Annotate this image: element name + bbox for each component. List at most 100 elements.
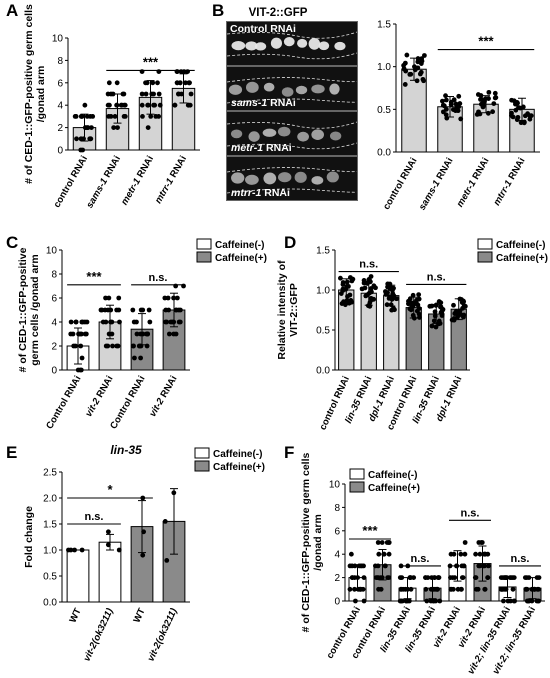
y-tick-label: 2 xyxy=(57,123,63,134)
data-point xyxy=(525,111,531,117)
data-point xyxy=(458,551,464,557)
data-point xyxy=(492,90,498,96)
data-point xyxy=(514,99,520,105)
data-point xyxy=(437,598,443,604)
data-point xyxy=(452,575,458,580)
data-point xyxy=(353,598,358,604)
gfp-oocyte xyxy=(281,87,294,97)
data-point xyxy=(436,318,442,324)
x-tick-label-suffix: RNAi xyxy=(469,156,491,184)
micrograph-image xyxy=(227,31,357,60)
y-axis-label: /gonad arm xyxy=(35,66,47,123)
data-point xyxy=(100,319,106,325)
gfp-oocyte xyxy=(263,172,277,185)
data-point xyxy=(116,307,122,313)
y-tick-label: 0.5 xyxy=(377,105,391,116)
data-point xyxy=(476,563,482,569)
data-point xyxy=(478,96,484,102)
data-point xyxy=(130,307,136,313)
gfp-oocyte xyxy=(278,172,292,183)
data-point xyxy=(110,343,115,349)
data-point xyxy=(74,136,79,142)
data-point xyxy=(486,96,491,101)
gonad-outline xyxy=(227,188,357,194)
data-point xyxy=(485,110,491,116)
micrograph: sams-1 RNAi xyxy=(226,66,358,111)
data-point xyxy=(342,302,348,308)
legend-label: Caffeine(+) xyxy=(213,462,265,473)
y-tick-label: 8 xyxy=(334,503,340,514)
data-point xyxy=(534,598,540,604)
legend-swatch xyxy=(349,481,365,493)
data-point xyxy=(482,551,488,557)
data-point xyxy=(87,136,93,142)
data-point xyxy=(449,317,455,323)
data-point xyxy=(440,109,446,115)
data-point xyxy=(407,71,413,77)
gfp-oocyte xyxy=(334,41,346,51)
data-point xyxy=(120,91,126,97)
x-tick-label: vit-2(ok3211) xyxy=(145,607,179,664)
gfp-oocyte xyxy=(245,41,258,51)
data-point xyxy=(130,343,136,349)
data-point xyxy=(112,114,118,119)
gfp-oocyte xyxy=(230,129,243,139)
y-axis-label: # of CED-1::GFP-positive germ cells xyxy=(300,452,312,632)
data-point xyxy=(451,302,456,308)
micrograph-image xyxy=(227,121,357,150)
data-point xyxy=(438,304,444,310)
micrograph-label: mtrr-1 RNAi xyxy=(231,187,290,199)
significance-label: *** xyxy=(143,54,159,69)
gfp-oocyte xyxy=(245,174,259,185)
gonad-outline xyxy=(227,121,357,129)
data-point xyxy=(73,114,79,119)
data-point xyxy=(140,114,145,119)
microscopy-title: VIT-2::GFP xyxy=(249,7,308,19)
data-point xyxy=(375,575,381,580)
data-point xyxy=(174,295,180,301)
data-point xyxy=(361,280,367,286)
data-point xyxy=(72,547,77,553)
gfp-oocyte xyxy=(311,176,324,185)
data-point xyxy=(386,551,392,557)
y-tick-label: 6 xyxy=(334,526,340,537)
x-tick-label: metr-1 RNAi xyxy=(119,154,156,207)
x-tick-label-italic: sams-1 xyxy=(417,178,443,212)
data-point xyxy=(421,53,427,58)
data-point xyxy=(430,598,436,604)
legend-swatch xyxy=(477,238,493,250)
gfp-oocyte xyxy=(329,131,342,141)
x-tick-label-suffix: RNAi xyxy=(491,605,513,633)
data-point xyxy=(177,319,183,325)
data-point xyxy=(147,319,153,325)
significance-label: n.s. xyxy=(359,259,378,271)
micrograph-label: metr-1 RNAi xyxy=(231,142,292,154)
data-point xyxy=(473,551,479,557)
data-point xyxy=(146,307,152,313)
data-point xyxy=(455,586,461,592)
y-tick-label: 8 xyxy=(51,270,57,281)
data-point xyxy=(349,299,354,305)
data-point xyxy=(482,563,487,569)
data-point xyxy=(79,114,85,119)
panel-label-A: A xyxy=(6,1,18,20)
micrograph-image xyxy=(227,167,357,194)
data-point xyxy=(476,109,481,115)
data-point xyxy=(352,575,358,580)
significance-label: n.s. xyxy=(511,553,530,565)
data-point xyxy=(367,303,373,309)
y-tick-label: 2 xyxy=(51,342,57,353)
data-point xyxy=(105,343,111,349)
x-tick-label: mtrr-1 RNAi xyxy=(491,156,527,208)
gfp-oocyte xyxy=(263,82,275,92)
significance-label: *** xyxy=(86,269,102,284)
data-point xyxy=(157,102,163,108)
x-tick-label-italic: metr-1 xyxy=(455,178,479,209)
significance-label: n.s. xyxy=(411,553,430,565)
data-point xyxy=(375,563,381,569)
data-point xyxy=(108,307,114,313)
x-tick-label-suffix: RNAi xyxy=(354,375,375,403)
legend-label: Caffeine(+) xyxy=(496,253,548,264)
data-point xyxy=(475,586,481,592)
